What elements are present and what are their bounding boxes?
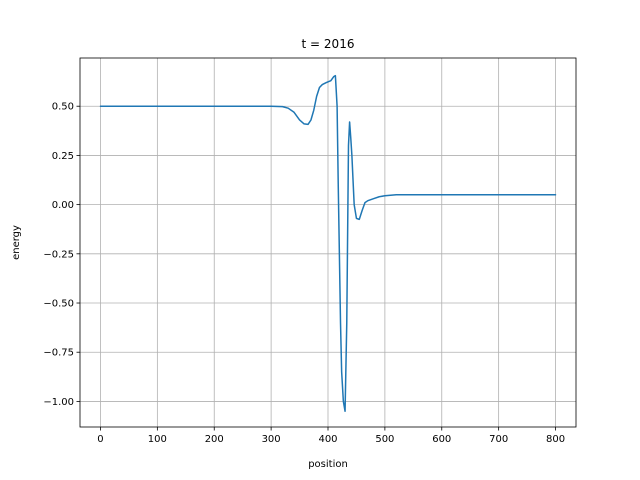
y-tick-label: −0.50 <box>43 299 74 310</box>
series-line-0 <box>99 74 557 413</box>
grid <box>80 58 576 427</box>
y-tick-label: −0.75 <box>43 348 74 359</box>
x-axis-label: position <box>308 459 348 470</box>
y-tick-label: 0.00 <box>52 200 74 211</box>
x-tick-label: 700 <box>489 434 508 445</box>
y-tick-label: 0.25 <box>52 151 74 162</box>
series-layer <box>99 74 557 413</box>
ticks: 0 100 200 300 400 500 600 700 800 −1.00 −0.75 −0.50… <box>43 102 565 445</box>
x-tick-label: 0 <box>97 434 103 445</box>
y-axis-label: energy <box>11 225 22 260</box>
y-tick-label: −0.25 <box>43 249 74 260</box>
y-tick-label: 0.50 <box>52 102 74 113</box>
x-tick-label: 800 <box>546 434 565 445</box>
x-tick-label: 100 <box>148 434 167 445</box>
x-tick-label: 600 <box>432 434 451 445</box>
y-tick-label: −1.00 <box>43 397 74 408</box>
x-tick-label: 300 <box>262 434 281 445</box>
x-tick-label: 500 <box>375 434 394 445</box>
x-tick-label: 200 <box>205 434 224 445</box>
x-tick-label: 400 <box>318 434 337 445</box>
chart-title: t = 2016 <box>302 37 355 51</box>
